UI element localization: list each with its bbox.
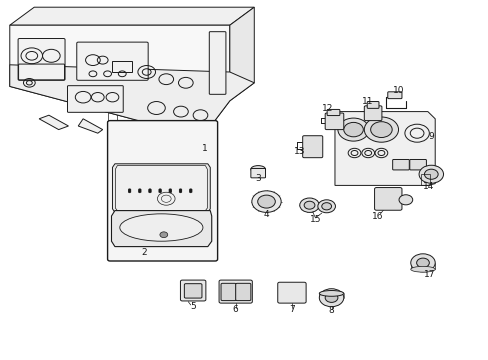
Text: 7: 7 <box>288 305 294 314</box>
Circle shape <box>179 189 182 191</box>
Polygon shape <box>112 164 210 212</box>
Circle shape <box>179 190 182 192</box>
Circle shape <box>148 189 151 191</box>
Polygon shape <box>111 211 211 247</box>
Ellipse shape <box>120 214 203 241</box>
FancyBboxPatch shape <box>67 86 123 112</box>
FancyBboxPatch shape <box>302 136 322 158</box>
FancyBboxPatch shape <box>277 282 305 303</box>
Text: 8: 8 <box>328 306 334 315</box>
Text: 15: 15 <box>309 215 321 224</box>
Polygon shape <box>78 119 102 133</box>
Circle shape <box>168 190 171 192</box>
FancyBboxPatch shape <box>219 280 252 303</box>
Circle shape <box>148 191 151 193</box>
Circle shape <box>128 189 131 191</box>
Circle shape <box>251 191 281 212</box>
Ellipse shape <box>250 166 265 173</box>
Circle shape <box>138 191 141 193</box>
Text: 10: 10 <box>392 86 404 95</box>
Text: 14: 14 <box>422 182 433 191</box>
FancyBboxPatch shape <box>374 188 401 210</box>
Polygon shape <box>334 112 434 185</box>
Circle shape <box>325 293 337 302</box>
Circle shape <box>168 189 171 191</box>
Polygon shape <box>10 65 254 133</box>
FancyBboxPatch shape <box>392 159 408 170</box>
Text: 13: 13 <box>293 148 305 157</box>
Circle shape <box>299 198 319 212</box>
FancyBboxPatch shape <box>235 283 250 301</box>
Circle shape <box>364 117 398 142</box>
Circle shape <box>138 190 141 192</box>
Circle shape <box>418 165 443 183</box>
FancyBboxPatch shape <box>250 168 265 178</box>
Circle shape <box>304 201 314 209</box>
FancyBboxPatch shape <box>107 121 217 261</box>
FancyBboxPatch shape <box>387 92 401 99</box>
Bar <box>112 61 132 72</box>
Circle shape <box>343 122 363 137</box>
Circle shape <box>189 191 192 193</box>
FancyBboxPatch shape <box>209 32 225 94</box>
FancyBboxPatch shape <box>409 159 426 170</box>
Polygon shape <box>10 25 229 133</box>
FancyBboxPatch shape <box>180 280 205 301</box>
Circle shape <box>416 258 428 267</box>
Circle shape <box>158 191 161 193</box>
Circle shape <box>168 191 171 193</box>
Polygon shape <box>10 7 254 25</box>
Text: 17: 17 <box>423 270 434 279</box>
Circle shape <box>158 190 161 192</box>
Text: 5: 5 <box>190 302 196 311</box>
FancyBboxPatch shape <box>77 42 148 80</box>
Text: 1: 1 <box>201 144 207 153</box>
Text: 3: 3 <box>254 175 260 184</box>
FancyBboxPatch shape <box>366 102 378 108</box>
Polygon shape <box>115 166 207 211</box>
Circle shape <box>321 203 331 210</box>
Text: 11: 11 <box>361 97 373 106</box>
FancyBboxPatch shape <box>325 113 343 130</box>
Text: 2: 2 <box>141 248 147 257</box>
Circle shape <box>128 190 131 192</box>
Circle shape <box>189 189 192 191</box>
Bar <box>420 174 429 185</box>
Ellipse shape <box>410 266 434 272</box>
Circle shape <box>160 232 167 238</box>
Circle shape <box>257 195 275 208</box>
FancyBboxPatch shape <box>18 39 65 80</box>
Text: 12: 12 <box>321 104 333 113</box>
Text: 16: 16 <box>371 212 383 220</box>
Circle shape <box>158 189 161 191</box>
Text: 6: 6 <box>232 305 238 314</box>
FancyBboxPatch shape <box>184 284 202 298</box>
Polygon shape <box>229 7 254 101</box>
Text: 9: 9 <box>427 132 433 141</box>
Circle shape <box>138 189 141 191</box>
Circle shape <box>337 118 368 141</box>
Circle shape <box>410 254 434 272</box>
Text: 4: 4 <box>263 210 269 219</box>
Circle shape <box>424 169 437 179</box>
FancyBboxPatch shape <box>221 283 236 301</box>
Circle shape <box>319 289 343 307</box>
FancyBboxPatch shape <box>326 109 339 116</box>
Circle shape <box>148 190 151 192</box>
Circle shape <box>179 191 182 193</box>
Circle shape <box>317 200 335 213</box>
Circle shape <box>370 122 391 138</box>
Polygon shape <box>39 115 68 130</box>
Circle shape <box>128 191 131 193</box>
Ellipse shape <box>319 291 343 296</box>
Circle shape <box>398 195 412 205</box>
Circle shape <box>189 190 192 192</box>
FancyBboxPatch shape <box>364 106 381 121</box>
